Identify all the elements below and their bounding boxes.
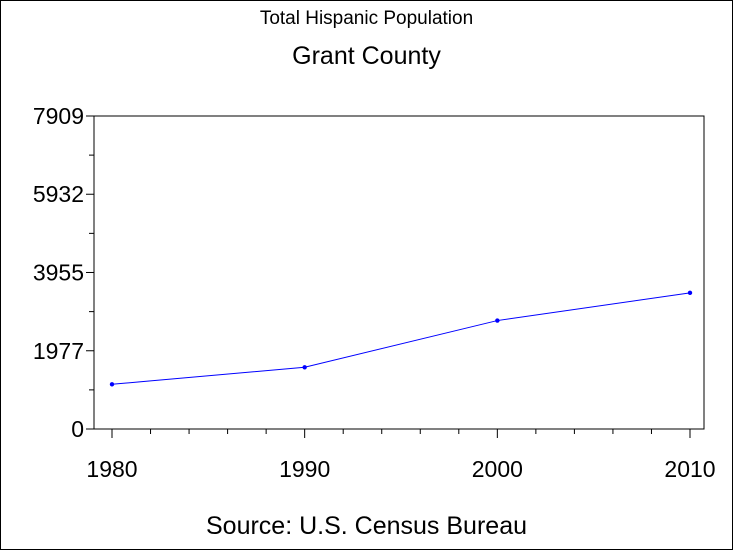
series-line <box>111 292 691 385</box>
series-layer <box>109 290 693 387</box>
x-tick-label: 2010 <box>664 456 715 482</box>
plot-area-border <box>93 115 705 430</box>
y-tick-label: 0 <box>71 416 84 442</box>
y-tick-label: 7909 <box>33 103 84 129</box>
data-point <box>687 290 693 296</box>
data-point <box>495 318 500 323</box>
x-axis: 1980 1990 2000 2010 <box>86 429 716 482</box>
x-tick-label: 1990 <box>279 456 330 482</box>
chart-subtitle: Grant County <box>292 42 441 70</box>
x-tick-label: 2000 <box>472 456 523 482</box>
y-axis: 0 1977 3955 5932 7909 <box>33 103 94 442</box>
y-tick-label: 5932 <box>33 181 84 207</box>
x-tick-label: 1980 <box>86 456 137 482</box>
data-point <box>302 365 307 370</box>
chart-title: Total Hispanic Population <box>259 8 474 29</box>
y-tick-label: 1977 <box>33 338 84 364</box>
y-tick-label: 3955 <box>33 259 84 285</box>
source-note: Source: U.S. Census Bureau <box>206 512 527 540</box>
data-point <box>109 382 115 387</box>
